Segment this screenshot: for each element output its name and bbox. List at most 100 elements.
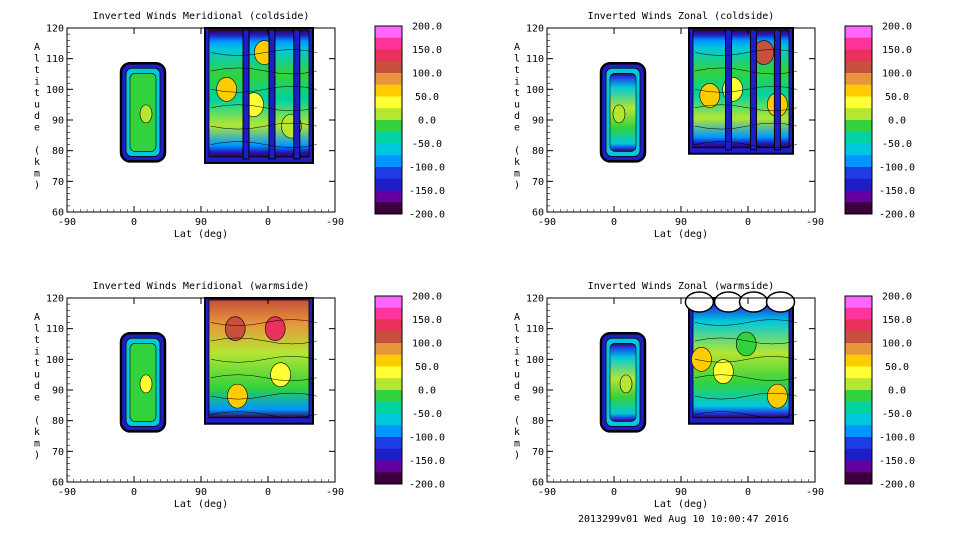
colorbar-swatch — [375, 472, 402, 485]
y-axis-label-char: k — [34, 157, 40, 168]
colorbar-swatch — [845, 296, 872, 309]
y-axis-label-char: u — [34, 100, 40, 111]
ytick-label: 90 — [532, 116, 544, 127]
colorbar-tick-label: -100.0 — [879, 163, 915, 174]
y-axis-label-char: i — [514, 347, 520, 358]
colorbar-swatch — [845, 401, 872, 414]
x-axis-label: Lat (deg) — [174, 229, 228, 240]
colorbar-tick-label: 200.0 — [882, 292, 912, 303]
colorbar-tick-label: -200.0 — [409, 480, 445, 491]
y-axis-label-char: ) — [514, 180, 520, 191]
colorbar-swatch — [845, 96, 872, 109]
contour-line-1 — [694, 392, 797, 400]
ytick-label: 90 — [52, 116, 64, 127]
scallop-1 — [713, 291, 744, 313]
ytick-label: 120 — [46, 294, 64, 305]
contour-blob-3 — [270, 362, 291, 387]
dark-band-0 — [242, 29, 250, 160]
xtick-label: -90 — [58, 487, 76, 498]
xtick-label: -90 — [538, 487, 556, 498]
colorbar-tick-label: -150.0 — [879, 456, 915, 467]
panel-title: Inverted Winds Zonal (warmside) — [588, 281, 775, 292]
xtick-label: 0 — [131, 217, 137, 228]
colorbar-swatch — [845, 437, 872, 450]
colorbar-swatch — [845, 448, 872, 461]
contour-line-0 — [694, 141, 797, 148]
y-axis-label-char: A — [514, 312, 520, 323]
y-axis-label-char: t — [34, 358, 40, 369]
colorbar-swatch — [845, 354, 872, 367]
y-axis-label-char: l — [514, 54, 520, 65]
panel-bottom-left: Inverted Winds Meridional (warmside) 60 70… — [34, 281, 445, 510]
colorbar-swatch — [375, 354, 402, 367]
colorbar-swatch — [845, 331, 872, 344]
colorbar-swatch — [845, 307, 872, 320]
contour-line-0 — [210, 411, 317, 418]
contour-blob-2 — [735, 331, 757, 357]
colorbar-swatch — [845, 178, 872, 191]
xtick-label: -90 — [806, 487, 824, 498]
colorbar-tick-label: 200.0 — [412, 22, 442, 33]
colorbar-swatch — [845, 390, 872, 403]
dark-band-1 — [749, 29, 757, 151]
y-axis-label-char: t — [514, 65, 520, 76]
contour-blob-3 — [767, 383, 788, 409]
contour-regions — [599, 291, 797, 433]
colorbar-swatch — [375, 413, 402, 426]
dark-band-1 — [268, 29, 276, 160]
contour-line-2 — [210, 104, 317, 111]
colorbar-swatch — [375, 343, 402, 356]
colorbar-swatch — [375, 143, 402, 156]
colorbar-tick-label: 0.0 — [888, 386, 906, 397]
colorbar-swatch — [845, 61, 872, 74]
y-axis-label-char: A — [514, 42, 520, 53]
y-axis-label-char: A — [34, 312, 40, 323]
colorbar-swatch — [375, 26, 402, 39]
y-axis-label-char: i — [34, 77, 40, 88]
colorbar-frame — [844, 25, 873, 215]
x-axis-label: Lat (deg) — [174, 499, 228, 510]
colorbar-swatch — [375, 401, 402, 414]
colorbar-swatch — [845, 460, 872, 473]
left-island-peak — [612, 104, 626, 124]
colorbar-swatch — [845, 26, 872, 39]
xtick-label: 0 — [611, 487, 617, 498]
colorbar-swatch — [375, 178, 402, 191]
colorbar-swatch — [845, 472, 872, 485]
y-axis-label-char: u — [514, 100, 520, 111]
xtick-label: -90 — [58, 217, 76, 228]
contour-line-2 — [694, 104, 797, 111]
contour-line-5 — [210, 319, 317, 326]
y-axis-label-char: t — [514, 358, 520, 369]
y-axis-label-char: t — [514, 88, 520, 99]
colorbar-swatch — [845, 131, 872, 144]
colorbar-swatch — [375, 61, 402, 74]
contour-blob-1 — [227, 383, 248, 409]
contour-regions — [119, 297, 317, 433]
ytick-label: 100 — [526, 355, 544, 366]
dark-band-0 — [725, 29, 733, 151]
panel-top-right: Inverted Winds Zonal (coldside) 60 70 80 90 1… — [514, 11, 915, 240]
ytick-label: 90 — [52, 386, 64, 397]
colorbar-frame — [374, 25, 403, 215]
colorbar-tick-label: 50.0 — [415, 362, 439, 373]
colorbar-swatch — [845, 425, 872, 438]
left-island-peak — [139, 374, 153, 394]
contour-line-0 — [210, 141, 317, 148]
colorbar-tick-label: -200.0 — [409, 210, 445, 221]
colorbar-swatch — [375, 448, 402, 461]
colorbar-swatch — [845, 108, 872, 121]
xtick-label: 0 — [745, 487, 751, 498]
colorbar-tick-label: 0.0 — [418, 386, 436, 397]
scallop-3 — [765, 291, 796, 313]
footer-timestamp: 2013299v01 Wed Aug 10 10:00:47 2016 — [578, 514, 789, 525]
colorbar-swatch — [375, 190, 402, 203]
colorbar-swatch — [845, 202, 872, 215]
contour-line-5 — [210, 49, 317, 56]
colorbar-swatch — [375, 108, 402, 121]
ytick-label: 60 — [532, 478, 544, 489]
colorbar-swatch — [375, 366, 402, 379]
panel-title: Inverted Winds Meridional (coldside) — [93, 11, 310, 22]
colorbar-swatch — [375, 307, 402, 320]
colorbar-swatch — [375, 378, 402, 391]
